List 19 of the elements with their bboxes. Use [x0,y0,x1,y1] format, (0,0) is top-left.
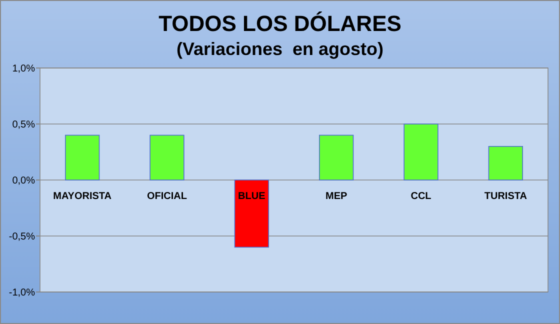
bar [488,146,523,180]
bar [234,180,269,248]
x-tick-label: MEP [325,191,348,202]
bar [65,134,100,180]
x-tick-label: OFICIAL [147,191,187,202]
y-tick-label: -0,5% [8,232,36,242]
bar [404,124,438,180]
y-tick-label: 1,0% [12,64,36,74]
bar [150,134,184,180]
y-tick-label: -1,0% [8,288,36,298]
x-tick-label: MAYORISTA [53,191,112,202]
y-tick-label: 0,0% [12,176,36,186]
bar [319,134,354,180]
chart-subtitle: (Variaciones en agosto) [176,39,384,59]
y-tick-label: 0,5% [12,120,36,130]
x-tick-label: TURISTA [484,191,527,202]
x-tick-label: BLUE [238,191,266,202]
x-tick-label: CCL [410,191,432,202]
chart-title: TODOS LOS DÓLARES [158,11,402,36]
